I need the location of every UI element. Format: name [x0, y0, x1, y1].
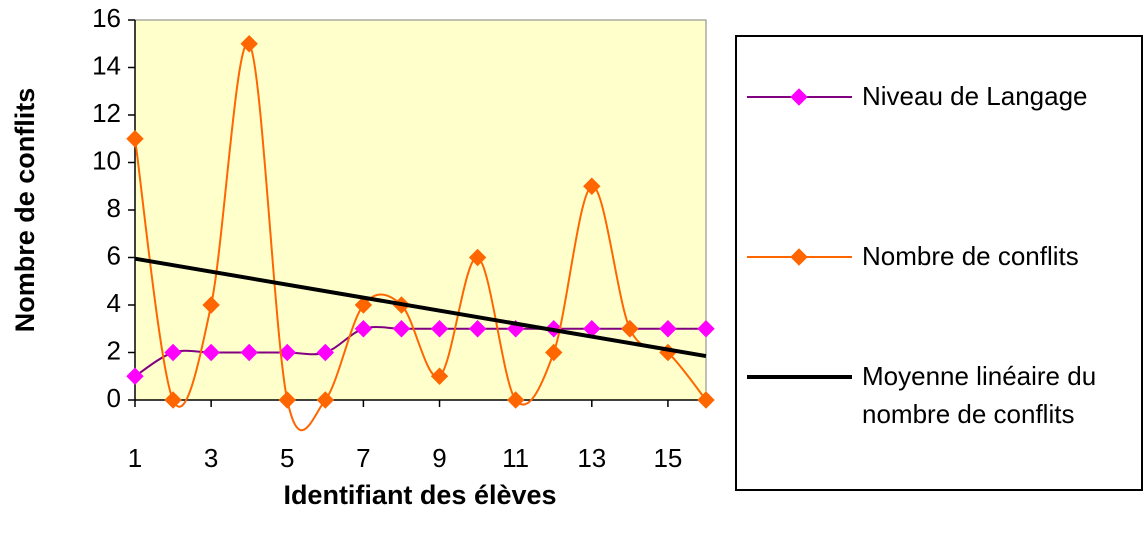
x-tick-label: 15	[653, 443, 682, 473]
legend-label: Nombre de conflits	[862, 241, 1079, 271]
legend-symbol	[747, 248, 852, 266]
data-point	[202, 296, 220, 314]
data-point	[430, 367, 449, 385]
data-point	[621, 320, 639, 338]
y-tick-label: 2	[107, 335, 121, 365]
legend-entry: Niveau de Langage	[737, 77, 1141, 177]
legend-marker	[790, 88, 808, 106]
y-axis-label: Nombre de conflits	[10, 88, 40, 333]
data-point	[354, 296, 373, 314]
plot-area	[134, 19, 707, 401]
data-point	[278, 343, 296, 362]
data-point	[583, 177, 601, 195]
data-point	[430, 320, 449, 338]
x-axis-label: Identifiant des élèves	[283, 480, 556, 510]
data-point	[545, 343, 563, 362]
legend: Niveau de Langage Nombre de conflits Moyen…	[735, 35, 1143, 491]
legend-marker	[790, 248, 808, 266]
data-point	[697, 391, 715, 409]
data-point	[202, 343, 220, 362]
data-point	[316, 391, 335, 409]
x-tick-label: 5	[280, 443, 294, 473]
x-tick-label: 7	[356, 443, 370, 473]
y-tick-label: 14	[92, 50, 121, 80]
y-tick-label: 4	[107, 288, 121, 318]
series-line	[134, 256, 707, 359]
y-tick-label: 6	[107, 240, 121, 270]
data-point	[697, 320, 715, 338]
data-point	[126, 367, 144, 385]
x-tick-label: 11	[502, 443, 529, 473]
y-tick-label: 8	[107, 193, 121, 223]
data-point	[506, 391, 525, 409]
data-point	[164, 343, 182, 362]
data-point	[392, 320, 411, 338]
data-point	[659, 320, 677, 338]
series-line	[134, 326, 706, 378]
data-point	[354, 320, 373, 338]
legend-entry: Nombre de conflits	[737, 237, 1141, 337]
x-tick-label: 13	[577, 443, 606, 473]
data-point	[126, 130, 144, 148]
data-point	[316, 343, 335, 362]
x-tick-label: 9	[432, 443, 446, 473]
y-tick-label: 12	[92, 98, 121, 128]
legend-entry: Moyenne linéaire du nombre de conflits	[737, 357, 1141, 457]
data-point	[164, 391, 182, 409]
x-tick-label: 1	[128, 443, 142, 473]
data-point	[468, 248, 487, 267]
data-point	[278, 391, 296, 409]
data-point	[240, 343, 258, 362]
x-tick-label: 3	[204, 443, 218, 473]
legend-label: Moyenne linéaire du nombre de conflits	[862, 361, 1097, 429]
y-tick-label: 0	[107, 383, 121, 413]
legend-symbol	[747, 88, 852, 106]
data-point	[468, 320, 487, 338]
legend-symbol	[747, 375, 852, 379]
data-point	[240, 35, 258, 53]
legend-label: Niveau de Langage	[862, 81, 1088, 111]
y-tick-label: 16	[92, 3, 121, 33]
y-tick-label: 10	[92, 145, 121, 175]
